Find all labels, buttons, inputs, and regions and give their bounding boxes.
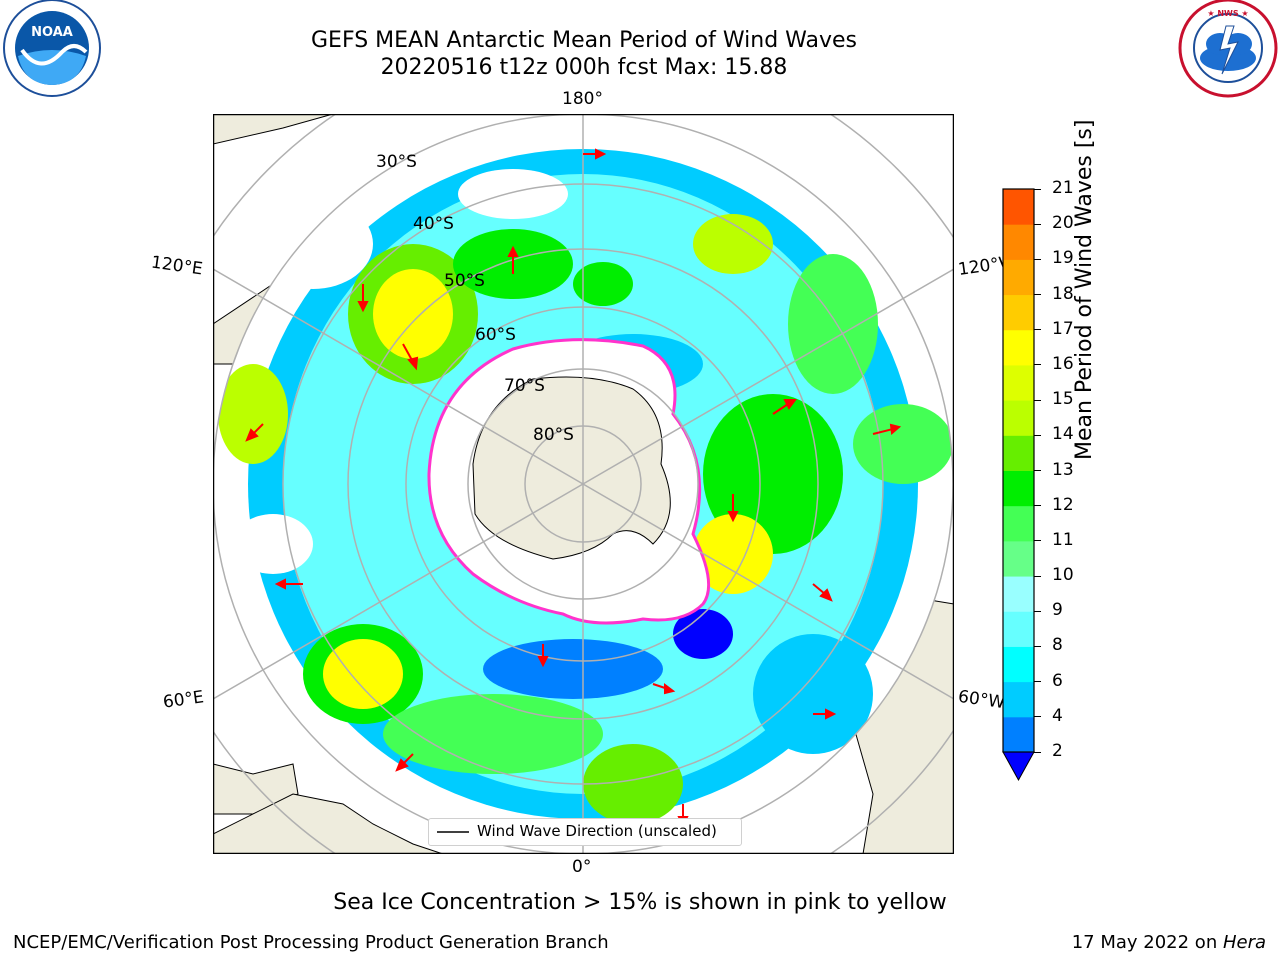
colorbar-cell [1003,329,1034,366]
chart-title-line2: 20220516 t12z 000h fcst Max: 15.88 [380,55,788,80]
colorbar-tick-mark [1034,223,1041,225]
chart-title-line1: GEFS MEAN Antarctic Mean Period of Wind … [311,28,857,53]
colorbar-tick-mark [1034,470,1041,471]
colorbar-cell [1003,189,1034,225]
colorbar-cell [1003,540,1034,577]
colorbar-cell [1003,435,1034,471]
legend-line-swatch [437,831,469,833]
colorbar-tick-label: 8 [1052,635,1063,656]
lon-label-left-upper: 120°E [149,252,204,280]
colorbar-tick-label: 16 [1052,353,1074,374]
colorbar-tick-label: 4 [1052,705,1063,726]
colorbar-cell [1003,716,1034,753]
lat-label-30s: 30°S [376,152,417,172]
colorbar-tick-label: 19 [1052,248,1074,269]
colorbar-tick-mark [1034,575,1041,577]
colorbar-label: Mean Period of Wind Waves [s] [1072,119,1097,460]
lat-label-40s: 40°S [413,214,454,234]
colorbar-tick-label: 12 [1052,494,1074,515]
date-stamp: 17 May 2022 on Hera [1072,932,1266,953]
colorbar-tick-mark [1034,188,1041,190]
colorbar-tick-mark [1034,681,1041,683]
colorbar-tick-mark [1034,434,1041,436]
colorbar-tick-label: 11 [1052,529,1074,550]
colorbar-tick-mark [1034,540,1041,542]
colorbar-tick-label: 15 [1052,389,1074,410]
colorbar-cell [1003,470,1034,507]
lat-label-60s: 60°S [475,325,516,345]
sea-ice-note: Sea Ice Concentration > 15% is shown in … [333,890,947,915]
lon-label-bottom: 0° [572,857,592,877]
credit-text: NCEP/EMC/Verification Post Processing Pr… [13,932,609,953]
colorbar-tick-label: 2 [1052,741,1063,761]
colorbar-tick-label: 17 [1052,318,1074,339]
noaa-logo-name: NOAA [31,25,73,40]
lon-label-top: 180° [562,89,603,109]
colorbar [1002,188,1035,782]
colorbar-tick-mark [1034,364,1041,366]
date-text: 17 May 2022 on [1071,932,1223,953]
colorbar-tick-label: 18 [1052,283,1074,304]
machine-name: Hera [1222,932,1266,953]
colorbar-tick-mark [1034,505,1041,507]
colorbar-cell [1003,259,1034,296]
colorbar-tick-mark [1034,329,1041,331]
colorbar-tick-mark [1034,716,1041,718]
colorbar-cell [1003,681,1034,718]
wind-arrows [245,148,902,828]
lat-label-50s: 50°S [444,271,485,291]
colorbar-cell [1003,400,1034,436]
colorbar-tick-mark [1034,294,1041,296]
lon-label-left-lower: 60°E [161,687,206,713]
colorbar-tick-mark [1034,645,1041,647]
nws-logo: ★ NWS ★ [1178,0,1278,98]
colorbar-tick-label: 14 [1052,424,1074,445]
lat-label-80s: 80°S [533,425,574,445]
colorbar-tick-label: 20 [1052,213,1074,234]
colorbar-cell [1003,505,1034,542]
noaa-logo: NOAA [3,0,101,97]
colorbar-tick-label: 21 [1052,178,1074,198]
svg-text:★ NWS ★: ★ NWS ★ [1207,9,1248,18]
lon-label-right-lower: 60°W [956,686,1007,714]
map-legend: Wind Wave Direction (unscaled) [428,818,742,846]
colorbar-tick-mark [1034,610,1041,612]
legend-label: Wind Wave Direction (unscaled) [477,822,717,840]
colorbar-cell [1003,364,1034,401]
colorbar-cell [1003,611,1034,647]
colorbar-tick-label: 6 [1052,670,1063,691]
colorbar-tick-mark [1034,751,1041,753]
antarctic-map [213,114,954,854]
colorbar-tick-mark [1034,399,1041,401]
colorbar-tick-mark [1034,258,1041,260]
colorbar-cell [1003,576,1034,612]
colorbar-tick-label: 10 [1052,565,1074,586]
colorbar-cell [1003,224,1034,260]
colorbar-cell [1003,294,1034,331]
colorbar-cell [1003,646,1034,683]
colorbar-tick-label: 13 [1052,459,1074,480]
colorbar-tick-label: 9 [1052,600,1063,621]
lat-label-70s: 70°S [504,376,545,396]
